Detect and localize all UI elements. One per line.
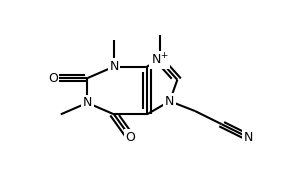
Text: O: O (126, 131, 135, 144)
Text: N: N (165, 95, 174, 108)
Text: N: N (244, 131, 253, 144)
Text: N: N (83, 96, 92, 109)
Text: O: O (48, 72, 58, 85)
Text: N$^{+}$: N$^{+}$ (151, 52, 168, 68)
Text: N: N (109, 60, 119, 73)
